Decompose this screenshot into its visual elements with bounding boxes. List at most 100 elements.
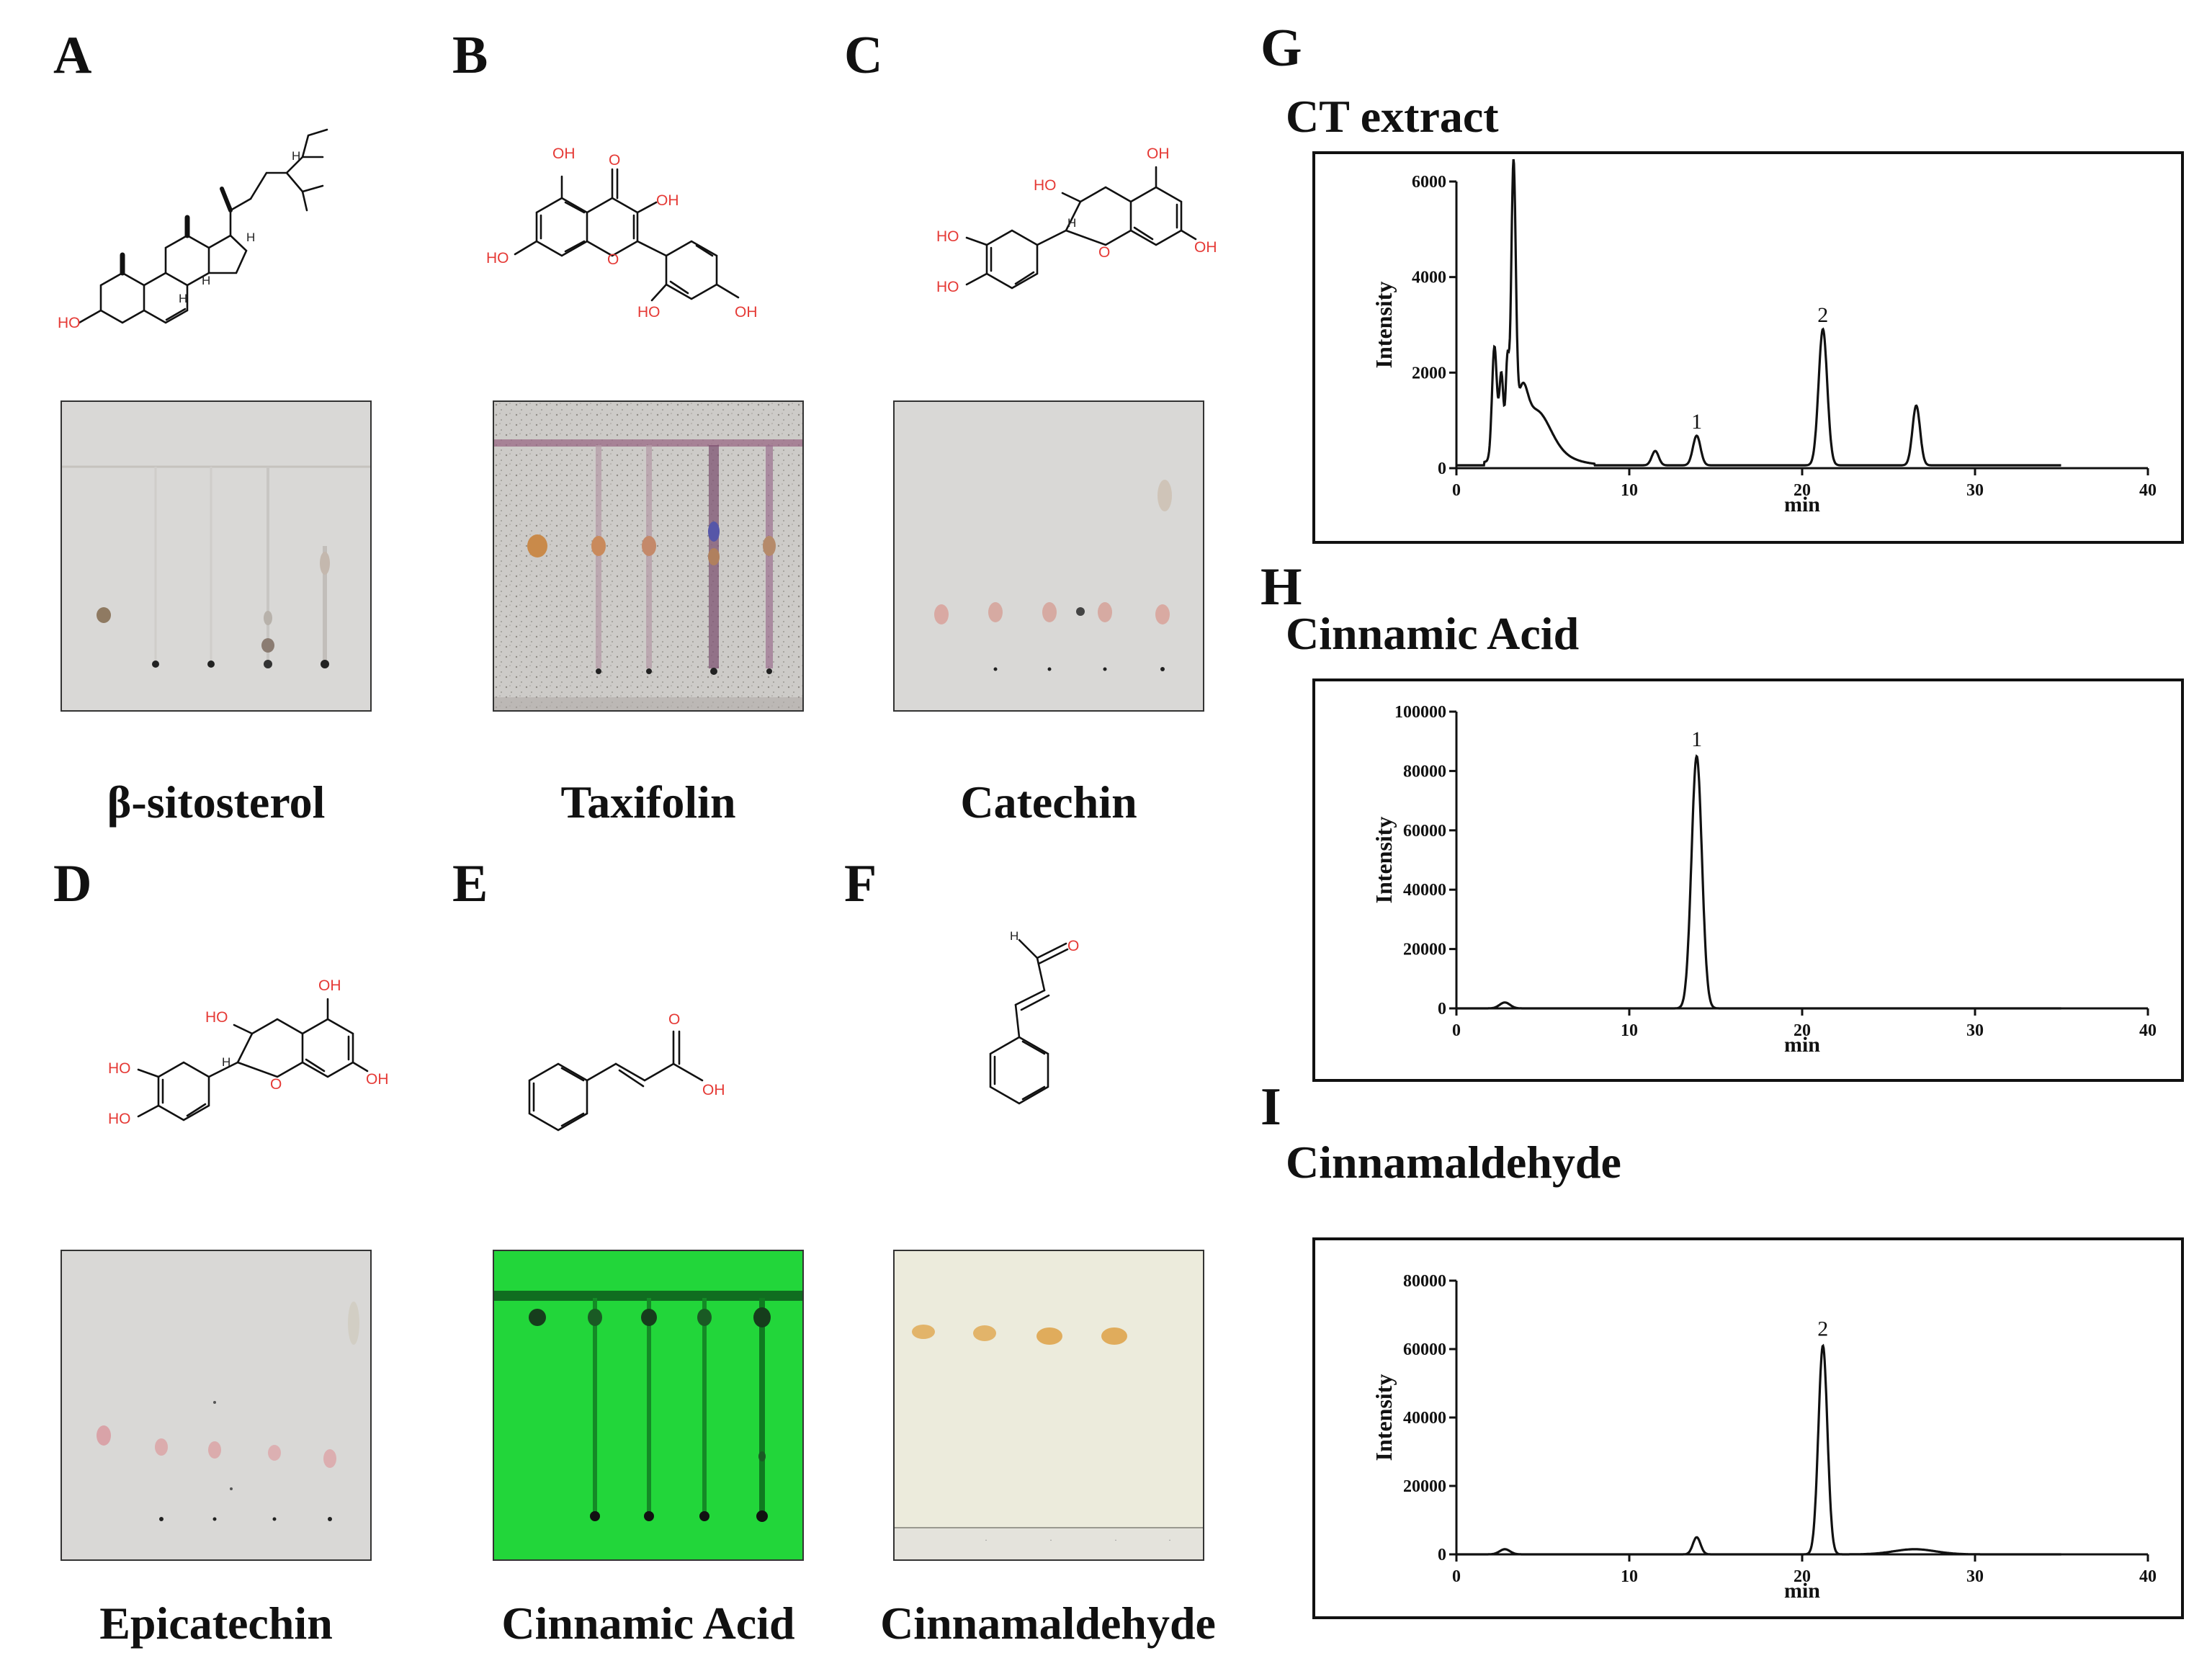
- y-tick-label: 40000: [1403, 881, 1446, 900]
- tlc-plate-b: [493, 400, 804, 712]
- epicatechin-structure: OH HO OH O H HO HO: [108, 977, 389, 1127]
- svg-text:O: O: [270, 1076, 282, 1093]
- svg-text:HO: HO: [936, 279, 959, 295]
- x-tick-label: 30: [1966, 1567, 1984, 1586]
- svg-text:HO: HO: [486, 250, 509, 267]
- panel-label-g: G: [1261, 19, 1302, 78]
- chromatogram-g: 0 2000 4000 6000 0 10 20 30 40 min Intensity 1 2: [1312, 151, 2184, 544]
- x-tick-label: 40: [2139, 1567, 2157, 1586]
- panel-label-d: D: [53, 854, 92, 913]
- y-tick-label: 20000: [1403, 1477, 1446, 1496]
- svg-text:·: ·: [1114, 1535, 1117, 1545]
- y-tick-label: 0: [1438, 460, 1446, 478]
- svg-text:HO: HO: [1034, 177, 1057, 194]
- svg-text:·: ·: [985, 1535, 988, 1545]
- y-tick-label: 60000: [1403, 1340, 1446, 1359]
- chart-title-g: CT extract: [1286, 91, 1499, 142]
- chart-frame: [1312, 1237, 2184, 1619]
- caption-epicatechin: Epicatechin: [99, 1598, 333, 1649]
- chart-title-h: Cinnamic Acid: [1286, 608, 1580, 659]
- x-axis-label: min: [1784, 1033, 1820, 1057]
- panel-label-e: E: [452, 854, 488, 913]
- svg-text:O: O: [668, 1011, 680, 1028]
- x-tick-label: 30: [1966, 481, 1984, 500]
- x-axis-label: min: [1784, 493, 1820, 516]
- x-tick-label: 0: [1452, 481, 1461, 500]
- svg-text:O: O: [609, 152, 620, 169]
- chart-frame: [1312, 151, 2184, 544]
- y-tick-label: 20000: [1403, 941, 1446, 959]
- svg-text:HO: HO: [637, 304, 661, 321]
- peak-label: 2: [1817, 303, 1828, 327]
- y-tick-label: 80000: [1403, 762, 1446, 781]
- cinnamaldehyde-structure: H O: [989, 929, 1079, 1105]
- x-tick-label: 20: [1794, 1021, 1811, 1040]
- x-tick-label: 40: [2139, 481, 2157, 500]
- chromatogram-h: 0 20000 40000 60000 80000 100000 0 10 20 30 40 min I…: [1312, 679, 2184, 1082]
- svg-text:HO: HO: [108, 1111, 131, 1127]
- x-tick-label: 20: [1794, 481, 1811, 500]
- svg-text:HO: HO: [108, 1060, 131, 1077]
- chromatogram-trace: [1456, 158, 2061, 467]
- x-tick-label: 0: [1452, 1567, 1461, 1586]
- svg-text:·: ·: [1049, 1535, 1052, 1545]
- x-tick-label: 10: [1621, 1021, 1638, 1040]
- svg-text:HO: HO: [58, 315, 81, 331]
- svg-text:·: ·: [1168, 1535, 1171, 1545]
- svg-text:H: H: [246, 230, 255, 244]
- svg-text:OH: OH: [1147, 145, 1170, 162]
- chart-title-i: Cinnamaldehyde: [1286, 1137, 1621, 1188]
- svg-text:OH: OH: [318, 977, 341, 994]
- y-tick-label: 0: [1438, 1000, 1446, 1018]
- y-tick-label: 2000: [1412, 364, 1446, 382]
- y-axis-label: Intensity: [1371, 817, 1397, 904]
- svg-text:OH: OH: [656, 192, 679, 209]
- chart-frame: [1312, 679, 2184, 1082]
- svg-text:HO: HO: [936, 228, 959, 245]
- y-tick-label: 6000: [1412, 173, 1446, 192]
- svg-text:O: O: [1098, 244, 1110, 261]
- svg-text:O: O: [1067, 938, 1079, 954]
- caption-cinnamic-acid: Cinnamic Acid: [501, 1598, 795, 1649]
- caption-taxifolin: Taxifolin: [560, 776, 736, 828]
- svg-text:OH: OH: [735, 304, 758, 321]
- y-axis-label: Intensity: [1371, 1374, 1397, 1461]
- panel-label-b: B: [452, 26, 488, 85]
- panel-label-a: A: [53, 26, 92, 85]
- chromatogram-trace: [1456, 1343, 2061, 1556]
- x-tick-label: 10: [1621, 1567, 1638, 1586]
- panel-label-i: I: [1261, 1078, 1281, 1137]
- y-tick-label: 4000: [1412, 269, 1446, 287]
- x-tick-label: 40: [2139, 1021, 2157, 1040]
- y-tick-label: 0: [1438, 1546, 1446, 1564]
- y-tick-label: 100000: [1394, 703, 1446, 722]
- caption-beta-sitosterol: β-sitosterol: [107, 776, 326, 828]
- tlc-plate-c: [893, 400, 1204, 712]
- svg-text:OH: OH: [552, 145, 576, 162]
- svg-text:HO: HO: [205, 1009, 228, 1026]
- beta-sitosterol-structure: HO H H H H: [58, 128, 328, 331]
- x-tick-label: 20: [1794, 1567, 1811, 1586]
- x-tick-label: 0: [1452, 1021, 1461, 1040]
- svg-text:H: H: [179, 292, 187, 305]
- x-tick-label: 10: [1621, 481, 1638, 500]
- y-tick-label: 60000: [1403, 822, 1446, 841]
- x-tick-label: 30: [1966, 1021, 1984, 1040]
- chromatogram-trace: [1456, 754, 2061, 1010]
- peak-label: 1: [1691, 727, 1702, 751]
- svg-text:O: O: [607, 251, 619, 268]
- svg-text:OH: OH: [1194, 239, 1217, 256]
- peak-label: 2: [1817, 1317, 1828, 1340]
- panel-label-h: H: [1261, 557, 1302, 617]
- tlc-plate-a: [61, 400, 372, 712]
- peak-label: 1: [1691, 410, 1702, 434]
- y-axis-label: Intensity: [1371, 282, 1397, 369]
- svg-text:H: H: [292, 149, 300, 163]
- svg-text:OH: OH: [702, 1082, 725, 1098]
- y-tick-label: 80000: [1403, 1272, 1446, 1291]
- y-tick-label: 40000: [1403, 1409, 1446, 1428]
- svg-text:H: H: [1067, 216, 1076, 230]
- svg-text:H: H: [1010, 929, 1018, 943]
- caption-catechin: Catechin: [960, 776, 1137, 828]
- svg-text:H: H: [222, 1055, 230, 1069]
